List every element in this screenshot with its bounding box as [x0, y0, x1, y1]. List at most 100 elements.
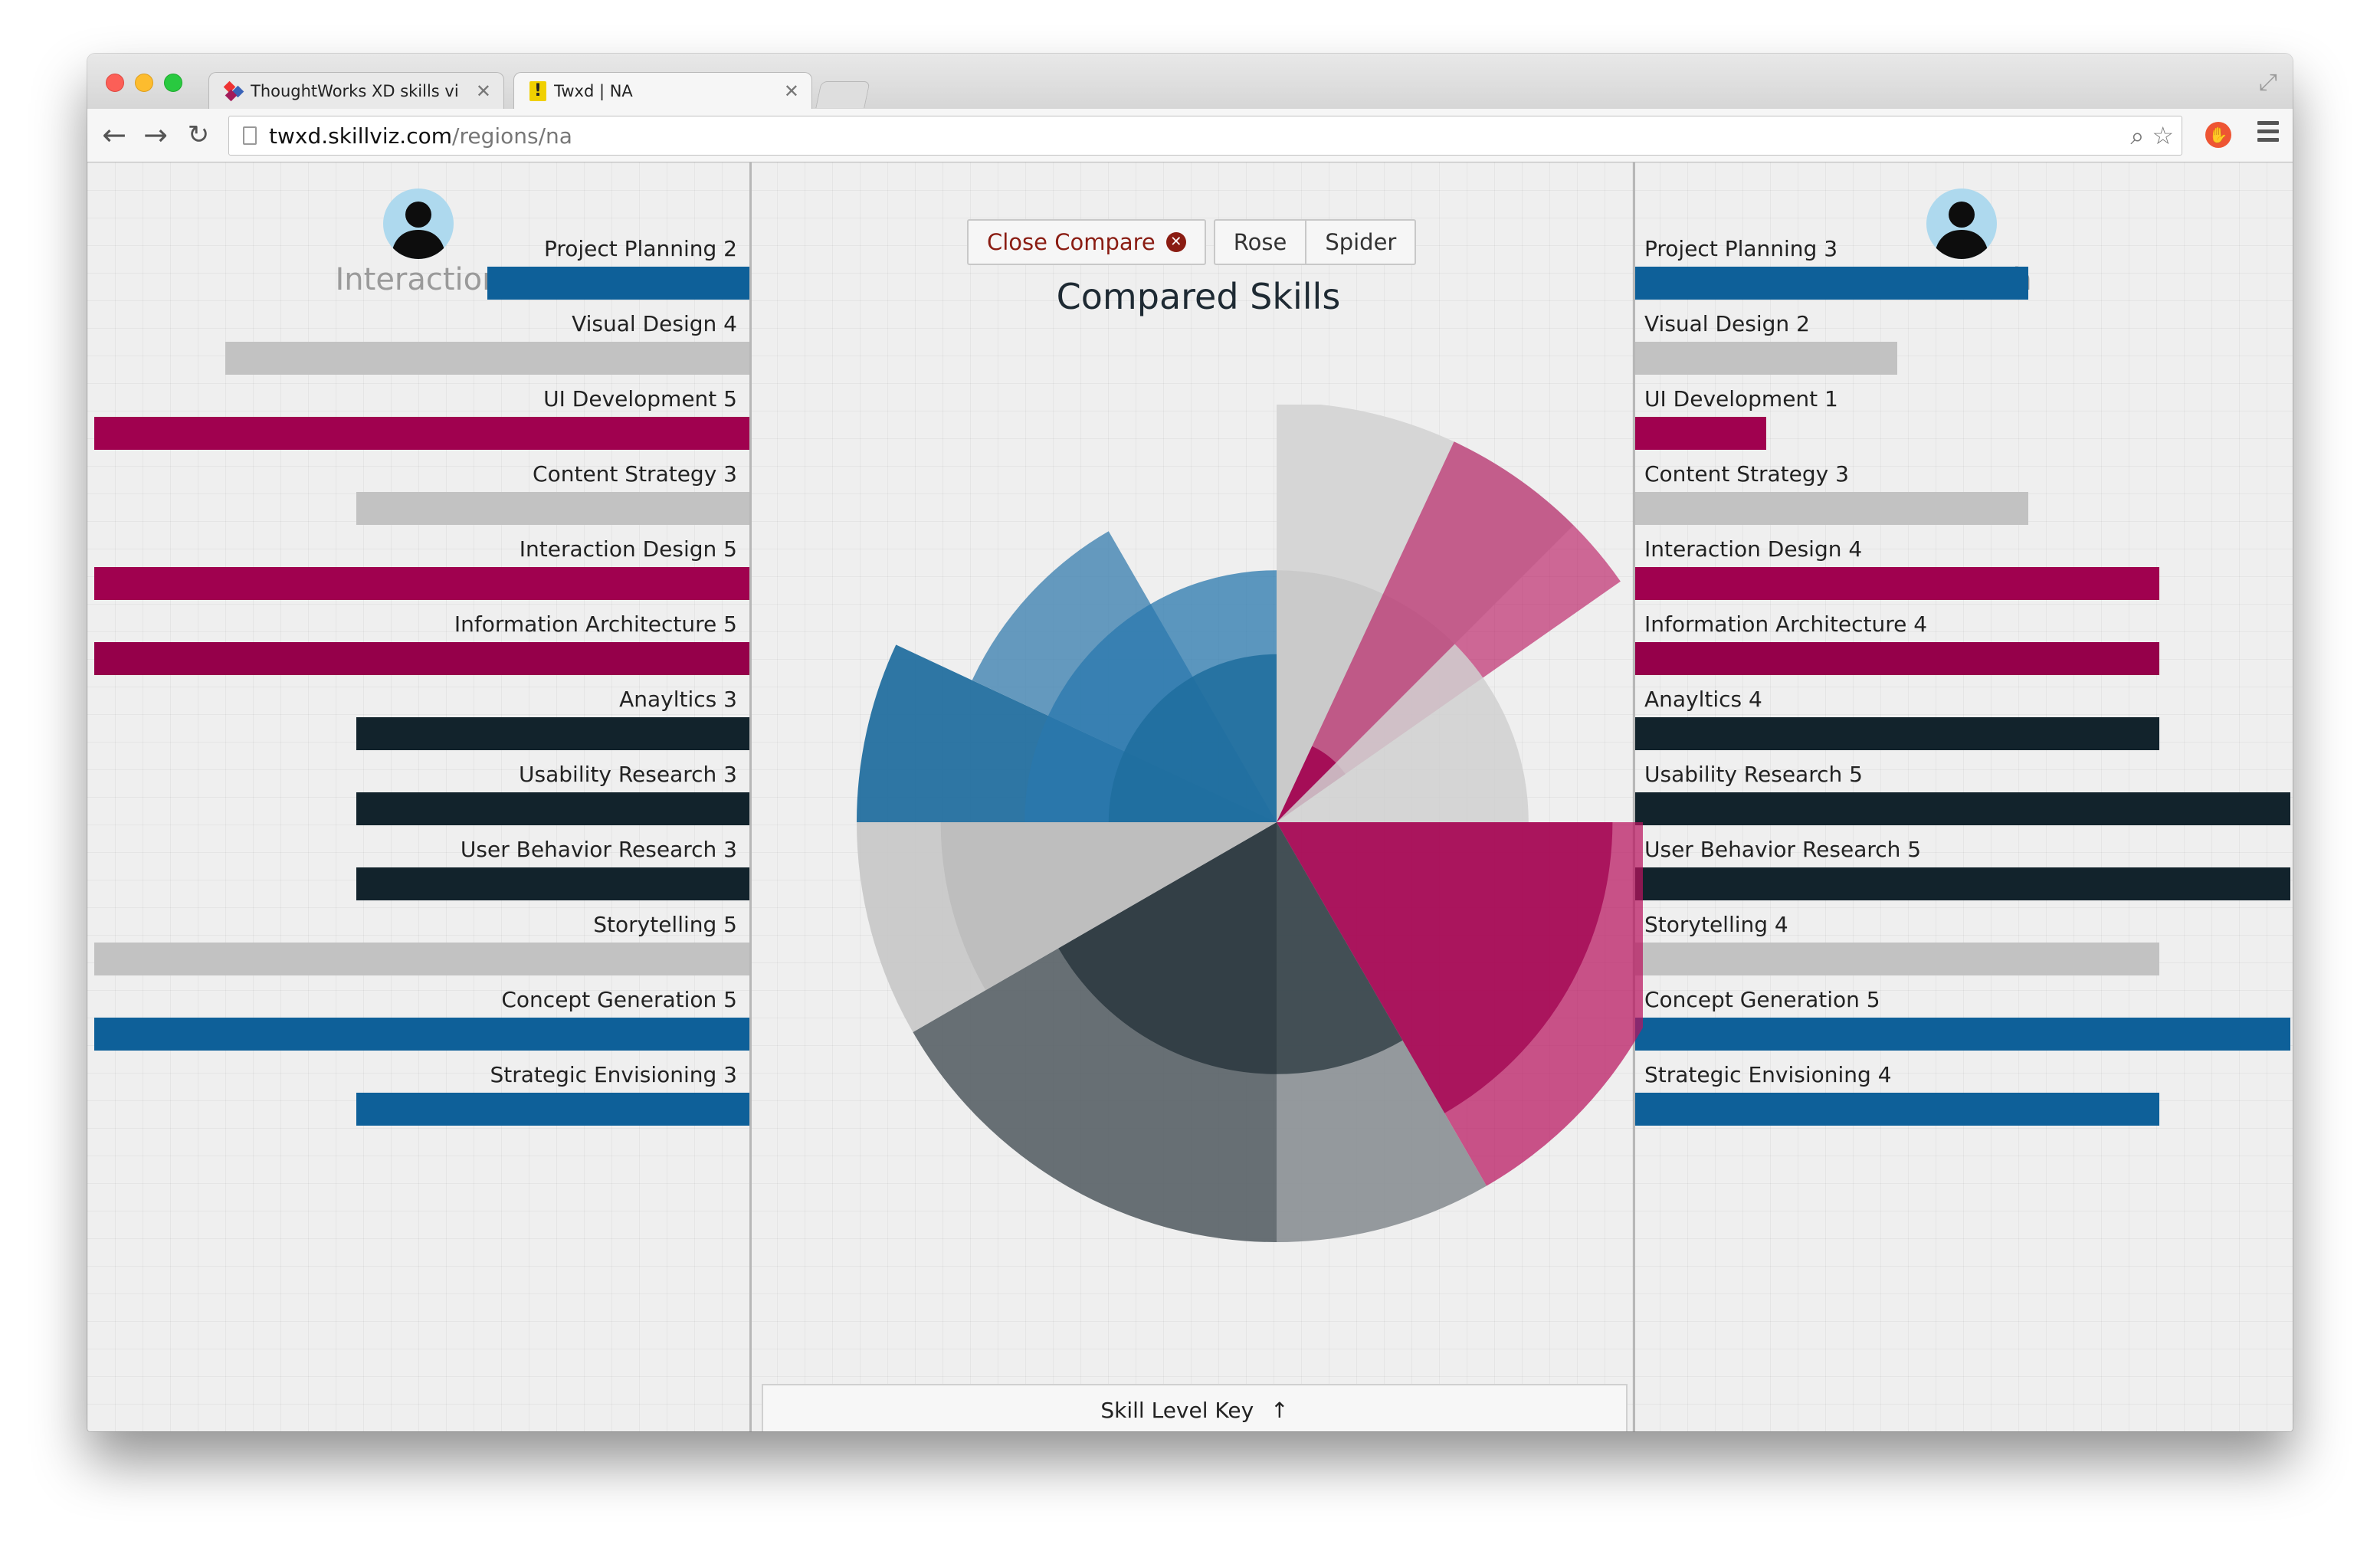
right-skill-bar[interactable]	[1635, 1093, 2159, 1126]
left-skill-label: Strategic Envisioning 3	[490, 1062, 737, 1087]
left-skill-label: Interaction Design 5	[519, 536, 737, 562]
left-skill-label: Concept Generation 5	[501, 987, 737, 1012]
left-skill-bar[interactable]	[356, 717, 749, 750]
left-skill-label: UI Development 5	[543, 386, 737, 411]
address-bar[interactable]: twxd.skillviz.com/regions/na ⌕ ☆	[228, 116, 2182, 156]
right-skill-label: UI Development 1	[1644, 386, 1838, 411]
left-skill-label: Anayltics 3	[619, 687, 737, 712]
close-compare-button[interactable]: Close Compare ✕	[967, 219, 1206, 265]
new-tab-button[interactable]	[815, 81, 870, 108]
tab-strip: ThoughtWorks XD skills vi ✕ ! Twxd | NA …	[87, 54, 2293, 109]
left-skill-bar[interactable]	[356, 1093, 749, 1126]
left-skill-bar[interactable]	[356, 492, 749, 525]
left-skill-label: Visual Design 4	[572, 311, 737, 336]
right-skill-label: Information Architecture 4	[1644, 611, 1928, 637]
rose-wedge[interactable]	[1277, 822, 1403, 1074]
left-skill-label: Content Strategy 3	[533, 461, 737, 487]
forward-arrow-icon[interactable]: →	[143, 118, 168, 152]
rose-wedge[interactable]	[1277, 746, 1346, 822]
adblock-icon[interactable]: ✋	[2205, 122, 2231, 148]
browser-window: ThoughtWorks XD skills vi ✕ ! Twxd | NA …	[87, 54, 2293, 1431]
right-skill-bar[interactable]	[1635, 417, 1766, 450]
compared-skills-title: Compared Skills	[1056, 276, 1341, 317]
left-skill-label: User Behavior Research 3	[460, 837, 737, 862]
close-tab-icon[interactable]: ✕	[475, 80, 491, 102]
right-skill-bar[interactable]	[1635, 567, 2159, 600]
tab-title: ThoughtWorks XD skills vi	[251, 81, 459, 100]
left-panel-title: Interaction	[335, 262, 502, 297]
minimize-window-button[interactable]	[135, 74, 153, 92]
right-skill-label: Strategic Envisioning 4	[1644, 1062, 1892, 1087]
reload-icon[interactable]: ↻	[187, 120, 210, 150]
right-skill-bar[interactable]	[1635, 943, 2159, 975]
tab-twxd-na[interactable]: ! Twxd | NA ✕	[513, 72, 812, 109]
close-tab-icon[interactable]: ✕	[783, 80, 799, 102]
right-skill-label: Interaction Design 4	[1644, 536, 1863, 562]
right-skill-bar[interactable]	[1635, 342, 1897, 375]
url-path: /regions/na	[452, 123, 572, 149]
rose-wedge[interactable]	[1277, 644, 1529, 823]
fullscreen-icon[interactable]: ⤢	[2259, 69, 2277, 96]
page-icon	[243, 126, 257, 145]
rose-button[interactable]: Rose	[1213, 219, 1307, 265]
right-skill-bar[interactable]	[1635, 642, 2159, 675]
thoughtworks-icon	[223, 80, 244, 101]
left-skill-label: Usability Research 3	[519, 762, 737, 787]
bookmark-star-icon[interactable]: ☆	[2152, 121, 2174, 150]
rose-wedge[interactable]	[1277, 822, 1613, 1113]
zoom-window-button[interactable]	[164, 74, 182, 92]
avatar	[383, 189, 454, 259]
right-skill-label: Concept Generation 5	[1644, 987, 1880, 1012]
left-skill-bar[interactable]	[94, 1018, 749, 1051]
right-skill-label: Content Strategy 3	[1644, 461, 1849, 487]
exclamation-icon: !	[529, 80, 546, 101]
rose-chart	[857, 405, 1643, 1242]
back-arrow-icon[interactable]: ←	[102, 118, 126, 152]
page-content: Interaction Research Project Planning 2V…	[87, 162, 2293, 1431]
right-skill-label: Usability Research 5	[1644, 762, 1863, 787]
left-skill-bar[interactable]	[356, 792, 749, 825]
close-circle-icon: ✕	[1165, 232, 1186, 252]
arrow-up-icon: ↑	[1270, 1397, 1289, 1423]
close-window-button[interactable]	[106, 74, 124, 92]
right-skill-bar[interactable]	[1635, 492, 2028, 525]
left-skill-label: Project Planning 2	[543, 236, 737, 261]
spider-button[interactable]: Spider	[1306, 219, 1417, 265]
right-skill-bar[interactable]	[1635, 867, 2290, 900]
left-skill-bar[interactable]	[356, 867, 749, 900]
menu-icon[interactable]	[2257, 121, 2279, 146]
left-skill-bar[interactable]	[94, 417, 749, 450]
left-skill-bar[interactable]	[94, 943, 749, 975]
right-skill-label: Visual Design 2	[1644, 311, 1810, 336]
right-skill-bar[interactable]	[1635, 1018, 2290, 1051]
left-skill-label: Storytelling 5	[593, 912, 737, 937]
tab-thoughtworks[interactable]: ThoughtWorks XD skills vi ✕	[208, 72, 504, 109]
skill-level-key-button[interactable]: Skill Level Key ↑	[762, 1384, 1628, 1431]
right-skill-bar[interactable]	[1635, 267, 2028, 300]
right-skill-label: User Behavior Research 5	[1644, 837, 1922, 862]
left-skill-bar[interactable]	[94, 567, 749, 600]
rose-wedge[interactable]	[1277, 441, 1621, 822]
browser-toolbar: ← → ↻ twxd.skillviz.com/regions/na ⌕ ☆ ✋	[87, 109, 2293, 162]
left-skill-bar[interactable]	[487, 267, 749, 300]
avatar	[1926, 189, 1997, 259]
compare-controls: Close Compare ✕ Rose Spider	[967, 219, 1417, 265]
left-skill-label: Information Architecture 5	[454, 611, 737, 637]
left-divider	[749, 162, 752, 1431]
right-skill-label: Anayltics 4	[1644, 687, 1762, 712]
right-divider	[1633, 162, 1635, 1431]
right-skill-bar[interactable]	[1635, 717, 2159, 750]
url-host: twxd.skillviz.com	[269, 123, 453, 149]
skill-level-key-label: Skill Level Key	[1100, 1397, 1254, 1423]
left-skill-bar[interactable]	[94, 642, 749, 675]
right-skill-label: Storytelling 4	[1644, 912, 1788, 937]
rose-wedge[interactable]	[1108, 654, 1277, 822]
right-skill-bar[interactable]	[1635, 792, 2290, 825]
rose-wedge[interactable]	[1058, 822, 1277, 1074]
rose-wedge[interactable]	[940, 822, 1277, 991]
left-skill-bar[interactable]	[225, 342, 749, 375]
right-skill-label: Project Planning 3	[1644, 236, 1838, 261]
close-compare-label: Close Compare	[987, 229, 1156, 255]
search-icon[interactable]: ⌕	[2130, 120, 2145, 150]
tab-title: Twxd | NA	[554, 81, 633, 100]
